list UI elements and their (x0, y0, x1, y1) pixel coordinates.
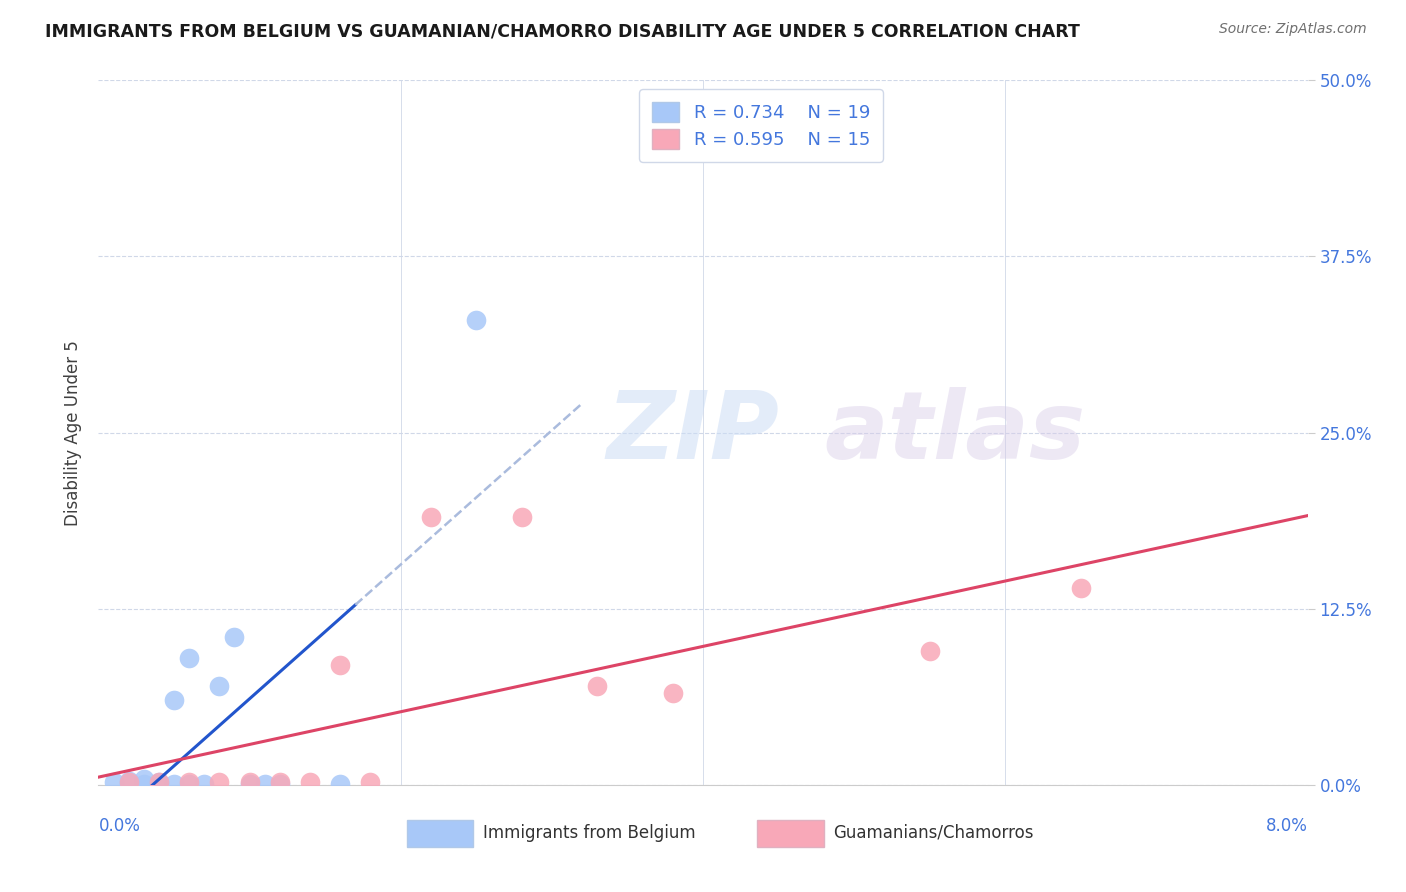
Point (179, 651, 201, 665)
Text: Guamanians/Chamorros: Guamanians/Chamorros (834, 824, 1033, 842)
Text: IMMIGRANTS FROM BELGIUM VS GUAMANIAN/CHAMORRO DISABILITY AGE UNDER 5 CORRELATION: IMMIGRANTS FROM BELGIUM VS GUAMANIAN/CHA… (45, 22, 1080, 40)
Point (208, 679, 231, 693)
Point (329, 776, 352, 790)
Point (269, 776, 291, 790)
Point (193, 776, 215, 790)
Point (299, 775, 322, 789)
Point (163, 693, 186, 707)
Text: Source: ZipAtlas.com: Source: ZipAtlas.com (1219, 22, 1367, 37)
Point (148, 775, 170, 789)
Point (1070, 581, 1092, 595)
Text: ZIP: ZIP (606, 386, 779, 479)
Point (148, 775, 170, 789)
Point (269, 775, 291, 789)
Text: atlas: atlas (824, 386, 1085, 479)
Point (103, 775, 125, 789)
FancyBboxPatch shape (758, 821, 824, 847)
Point (253, 776, 276, 790)
Text: Immigrants from Belgium: Immigrants from Belgium (482, 824, 696, 842)
Point (118, 776, 141, 790)
Text: 0.0%: 0.0% (98, 817, 141, 835)
Point (420, 510, 443, 524)
Point (239, 775, 262, 789)
Point (586, 679, 609, 693)
Point (208, 775, 231, 789)
Point (179, 775, 201, 789)
Point (329, 658, 352, 673)
Y-axis label: Disability Age Under 5: Disability Age Under 5 (65, 340, 83, 525)
Point (510, 510, 533, 524)
Point (179, 776, 201, 790)
Point (118, 775, 141, 789)
Point (118, 773, 141, 788)
Point (148, 776, 170, 790)
Point (163, 776, 186, 790)
Point (132, 772, 155, 787)
Point (224, 630, 246, 644)
Point (360, 775, 382, 789)
Point (661, 686, 683, 700)
Point (132, 776, 155, 790)
Point (239, 776, 262, 790)
Point (465, 313, 488, 327)
Point (918, 644, 941, 658)
Text: 8.0%: 8.0% (1265, 817, 1308, 835)
FancyBboxPatch shape (406, 821, 474, 847)
Legend: R = 0.734    N = 19, R = 0.595    N = 15: R = 0.734 N = 19, R = 0.595 N = 15 (640, 89, 883, 161)
